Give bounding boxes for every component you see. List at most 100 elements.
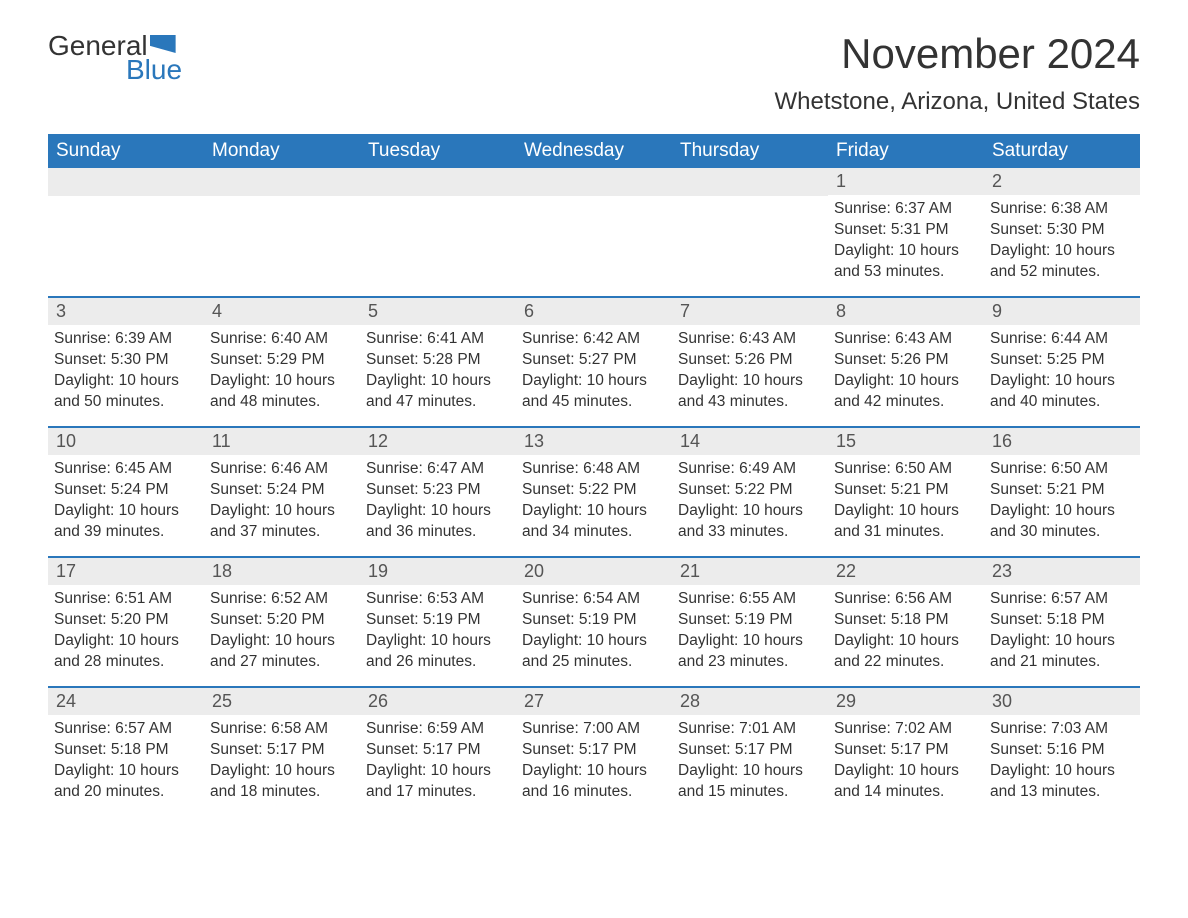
sunset-line: Sunset: 5:19 PM <box>366 610 508 631</box>
day-cell <box>360 168 516 296</box>
day-number: 2 <box>984 168 1140 195</box>
daylight-line: Daylight: 10 hours and 34 minutes. <box>522 501 664 543</box>
day-cell: 9Sunrise: 6:44 AMSunset: 5:25 PMDaylight… <box>984 298 1140 426</box>
daylight-line: Daylight: 10 hours and 45 minutes. <box>522 371 664 413</box>
day-cell: 19 Sunrise: 6:53 AMSunset: 5:19 PMDayligh… <box>360 558 516 686</box>
day-cell: 6Sunrise: 6:42 AMSunset: 5:27 PMDaylight… <box>516 298 672 426</box>
daylight-line: Daylight: 10 hours and 50 minutes. <box>54 371 196 413</box>
daylight-line: Daylight: 10 hours and 40 minutes. <box>990 371 1132 413</box>
day-number: 27 <box>516 688 672 715</box>
day-cell <box>516 168 672 296</box>
day-body: Sunrise: 6:42 AMSunset: 5:27 PMDaylight:… <box>516 325 672 421</box>
daylight-line: Daylight: 10 hours and 36 minutes. <box>366 501 508 543</box>
day-number: 13 <box>516 428 672 455</box>
sunrise-line: Sunrise: 6:41 AM <box>366 329 508 350</box>
daylight-line: Daylight: 10 hours and 16 minutes. <box>522 761 664 803</box>
daylight-line: Daylight: 10 hours and 13 minutes. <box>990 761 1132 803</box>
sunset-line: Sunset: 5:19 PM <box>522 610 664 631</box>
day-number: 6 <box>516 298 672 325</box>
day-number: 23 <box>984 558 1140 585</box>
day-number: 19 <box>360 558 516 585</box>
day-cell: 30Sunrise: 7:03 AMSunset: 5:16 PMDayligh… <box>984 688 1140 816</box>
daylight-line: Daylight: 10 hours and 20 minutes. <box>54 761 196 803</box>
sunrise-line: Sunrise: 6:57 AM <box>54 719 196 740</box>
day-number: 21 <box>672 558 828 585</box>
sunset-line: Sunset: 5:21 PM <box>834 480 976 501</box>
day-cell: 14Sunrise: 6:49 AMSunset: 5:22 PMDayligh… <box>672 428 828 556</box>
weekday-header-row: SundayMondayTuesdayWednesdayThursdayFrid… <box>48 134 1140 168</box>
sunset-line: Sunset: 5:17 PM <box>678 740 820 761</box>
day-number: 17 <box>48 558 204 585</box>
sunrise-line: Sunrise: 6:45 AM <box>54 459 196 480</box>
day-body: Sunrise: 7:01 AMSunset: 5:17 PMDaylight:… <box>672 715 828 811</box>
daylight-line: Daylight: 10 hours and 15 minutes. <box>678 761 820 803</box>
sunrise-line: Sunrise: 6:40 AM <box>210 329 352 350</box>
day-cell: 26Sunrise: 6:59 AMSunset: 5:17 PMDayligh… <box>360 688 516 816</box>
sunset-line: Sunset: 5:16 PM <box>990 740 1132 761</box>
sunset-line: Sunset: 5:28 PM <box>366 350 508 371</box>
sunrise-line: Sunrise: 6:53 AM <box>366 589 508 610</box>
day-number <box>204 168 360 196</box>
day-body: Sunrise: 6:40 AMSunset: 5:29 PMDaylight:… <box>204 325 360 421</box>
sunset-line: Sunset: 5:17 PM <box>522 740 664 761</box>
day-number: 4 <box>204 298 360 325</box>
sunrise-line: Sunrise: 7:00 AM <box>522 719 664 740</box>
day-cell: 12Sunrise: 6:47 AMSunset: 5:23 PMDayligh… <box>360 428 516 556</box>
sunset-line: Sunset: 5:24 PM <box>210 480 352 501</box>
day-cell: 20Sunrise: 6:54 AMSunset: 5:19 PMDayligh… <box>516 558 672 686</box>
daylight-line: Daylight: 10 hours and 37 minutes. <box>210 501 352 543</box>
day-cell: 1Sunrise: 6:37 AMSunset: 5:31 PMDaylight… <box>828 168 984 296</box>
day-body: Sunrise: 6:57 AMSunset: 5:18 PMDaylight:… <box>48 715 204 811</box>
sunset-line: Sunset: 5:18 PM <box>990 610 1132 631</box>
day-cell: 11Sunrise: 6:46 AMSunset: 5:24 PMDayligh… <box>204 428 360 556</box>
header: General Blue November 2024 Whetstone, Ar… <box>48 30 1140 130</box>
sunrise-line: Sunrise: 6:52 AM <box>210 589 352 610</box>
sunrise-line: Sunrise: 6:57 AM <box>990 589 1132 610</box>
day-cell: 7Sunrise: 6:43 AMSunset: 5:26 PMDaylight… <box>672 298 828 426</box>
day-body: Sunrise: 6:38 AMSunset: 5:30 PMDaylight:… <box>984 195 1140 291</box>
calendar-week: 24Sunrise: 6:57 AMSunset: 5:18 PMDayligh… <box>48 686 1140 816</box>
weekday-header: Sunday <box>48 134 204 168</box>
day-cell: 10Sunrise: 6:45 AMSunset: 5:24 PMDayligh… <box>48 428 204 556</box>
daylight-line: Daylight: 10 hours and 30 minutes. <box>990 501 1132 543</box>
day-body: Sunrise: 6:51 AMSunset: 5:20 PMDaylight:… <box>48 585 204 681</box>
sunrise-line: Sunrise: 6:59 AM <box>366 719 508 740</box>
sunset-line: Sunset: 5:30 PM <box>54 350 196 371</box>
sunset-line: Sunset: 5:19 PM <box>678 610 820 631</box>
day-number: 9 <box>984 298 1140 325</box>
sunrise-line: Sunrise: 6:49 AM <box>678 459 820 480</box>
sunrise-line: Sunrise: 6:50 AM <box>990 459 1132 480</box>
sunset-line: Sunset: 5:29 PM <box>210 350 352 371</box>
daylight-line: Daylight: 10 hours and 26 minutes. <box>366 631 508 673</box>
calendar-weeks: 1Sunrise: 6:37 AMSunset: 5:31 PMDaylight… <box>48 168 1140 816</box>
sunset-line: Sunset: 5:18 PM <box>54 740 196 761</box>
day-cell <box>48 168 204 296</box>
sunset-line: Sunset: 5:26 PM <box>834 350 976 371</box>
sunrise-line: Sunrise: 7:02 AM <box>834 719 976 740</box>
day-cell: 17Sunrise: 6:51 AMSunset: 5:20 PMDayligh… <box>48 558 204 686</box>
daylight-line: Daylight: 10 hours and 27 minutes. <box>210 631 352 673</box>
daylight-line: Daylight: 10 hours and 21 minutes. <box>990 631 1132 673</box>
sunrise-line: Sunrise: 6:48 AM <box>522 459 664 480</box>
day-cell: 18Sunrise: 6:52 AMSunset: 5:20 PMDayligh… <box>204 558 360 686</box>
sunrise-line: Sunrise: 6:47 AM <box>366 459 508 480</box>
day-number: 14 <box>672 428 828 455</box>
weekday-header: Friday <box>828 134 984 168</box>
logo: General Blue <box>48 30 182 86</box>
daylight-line: Daylight: 10 hours and 22 minutes. <box>834 631 976 673</box>
calendar: SundayMondayTuesdayWednesdayThursdayFrid… <box>48 134 1140 816</box>
title-block: November 2024 Whetstone, Arizona, United… <box>774 30 1140 130</box>
sunset-line: Sunset: 5:23 PM <box>366 480 508 501</box>
day-number: 5 <box>360 298 516 325</box>
day-cell: 23 Sunrise: 6:57 AMSunset: 5:18 PMDayligh… <box>984 558 1140 686</box>
sunrise-line: Sunrise: 6:58 AM <box>210 719 352 740</box>
day-body: Sunrise: 6:39 AMSunset: 5:30 PMDaylight:… <box>48 325 204 421</box>
day-cell: 22Sunrise: 6:56 AMSunset: 5:18 PMDayligh… <box>828 558 984 686</box>
daylight-line: Daylight: 10 hours and 17 minutes. <box>366 761 508 803</box>
sunrise-line: Sunrise: 6:43 AM <box>834 329 976 350</box>
day-number: 10 <box>48 428 204 455</box>
daylight-line: Daylight: 10 hours and 33 minutes. <box>678 501 820 543</box>
day-number: 8 <box>828 298 984 325</box>
day-number <box>48 168 204 196</box>
sunrise-line: Sunrise: 6:38 AM <box>990 199 1132 220</box>
